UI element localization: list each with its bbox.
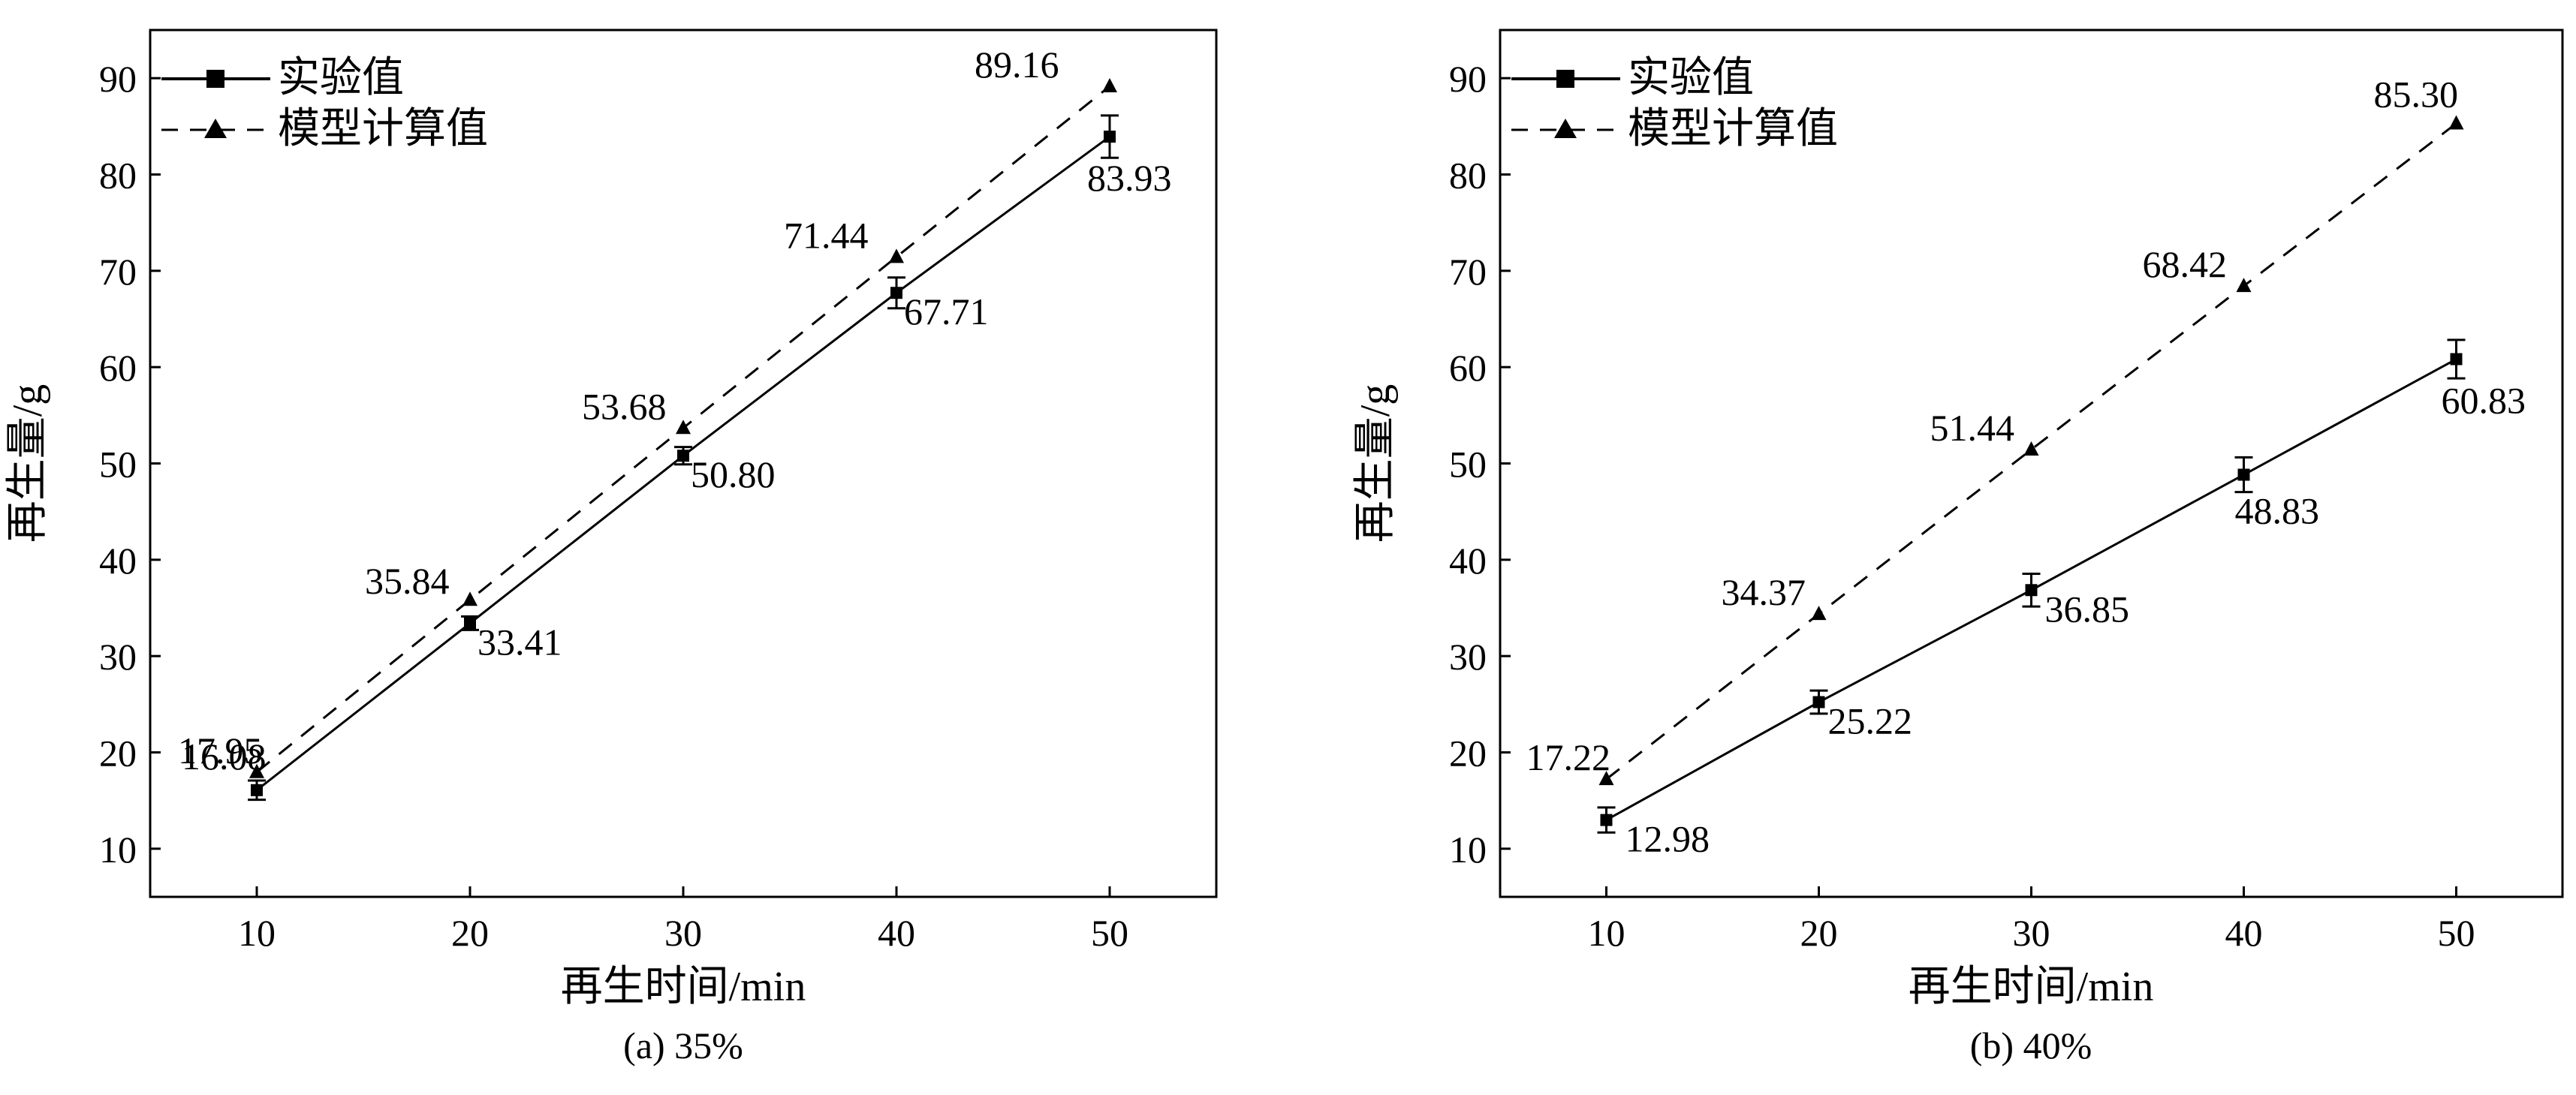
experimental-point [1600, 814, 1613, 826]
experimental-point [2450, 353, 2463, 366]
x-tick-label: 10 [238, 912, 276, 954]
experimental-point [1104, 131, 1116, 143]
y-tick-label: 40 [1449, 540, 1487, 582]
y-tick-label: 70 [99, 251, 137, 293]
model-data-label: 89.16 [975, 44, 1059, 86]
x-tick-label: 30 [664, 912, 702, 954]
y-tick-label: 50 [1449, 444, 1487, 486]
experimental-data-label: 33.41 [478, 621, 562, 663]
y-tick-label: 80 [1449, 155, 1487, 197]
experimental-data-label: 48.83 [2235, 490, 2320, 532]
legend-marker-square [1556, 70, 1574, 88]
y-tick-label: 90 [1449, 58, 1487, 100]
legend-marker-square [206, 70, 224, 88]
y-tick-label: 20 [1449, 733, 1487, 775]
model-series-line [1605, 122, 2457, 781]
x-tick-label: 50 [2438, 912, 2475, 954]
x-tick-label: 10 [1588, 912, 1625, 954]
chart-panel-b: 10 20 30 40 50 60 70 80 90 10 20 30 40 50 再生时间/min (b… [1352, 29, 2564, 1066]
x-axis-label: 再生时间/min [561, 964, 806, 1010]
model-data-label: 17.22 [1526, 736, 1611, 778]
experimental-point [2237, 468, 2250, 481]
experimental-data-label: 67.71 [904, 290, 989, 332]
y-tick-label: 10 [99, 829, 137, 871]
plot-frame [1499, 29, 2564, 898]
chart-panel-a: 10 20 30 40 50 60 70 80 90 10 20 30 40 50 再生时间/min (a… [5, 29, 1218, 1066]
y-tick-label: 80 [99, 155, 137, 197]
chart-caption: (a) 35% [623, 1024, 743, 1066]
legend-marker-triangle [204, 119, 227, 138]
model-data-label: 85.30 [2374, 73, 2459, 115]
axis-layer: 10 20 30 40 50 60 70 80 90 10 20 30 40 50 [1449, 58, 2475, 954]
experimental-data-label: 25.22 [1828, 700, 1913, 742]
legend: 实验值 模型计算值 [1511, 55, 1838, 152]
model-data-label: 68.42 [2143, 243, 2228, 285]
x-tick-label: 20 [451, 912, 489, 954]
y-axis-label: 再生量/g [1352, 384, 1399, 543]
model-point [2448, 115, 2464, 130]
y-tick-label: 50 [99, 444, 137, 486]
x-tick-label: 20 [1800, 912, 1838, 954]
experimental-data-label: 60.83 [2442, 380, 2526, 422]
model-data-label: 51.44 [1930, 407, 2015, 449]
y-tick-label: 20 [99, 733, 137, 775]
x-axis-label: 再生时间/min [1909, 964, 2154, 1010]
legend-label-experimental: 实验值 [278, 55, 404, 101]
y-tick-label: 30 [1449, 636, 1487, 678]
y-tick-label: 90 [99, 58, 137, 100]
legend-marker-triangle [1554, 119, 1577, 138]
experimental-point [464, 617, 476, 630]
model-point [462, 591, 478, 606]
y-tick-label: 40 [99, 540, 137, 582]
model-point [1811, 606, 1827, 621]
x-tick-label: 50 [1091, 912, 1128, 954]
experimental-data-label: 16.08 [182, 736, 267, 778]
series-layer: 17.95 35.84 53.68 71.44 89.16 16.08 33.41 50.80… [178, 44, 1172, 802]
model-data-label: 35.84 [365, 560, 450, 602]
model-data-label: 71.44 [784, 214, 869, 256]
y-tick-label: 70 [1449, 251, 1487, 293]
model-point [889, 248, 904, 263]
legend-label-model: 模型计算值 [1628, 106, 1838, 152]
experimental-point [677, 450, 689, 462]
experimental-point [2025, 584, 2038, 597]
model-point [1598, 771, 1614, 786]
model-data-label: 53.68 [582, 385, 667, 427]
x-tick-label: 30 [2013, 912, 2050, 954]
experimental-data-label: 36.85 [2045, 588, 2130, 630]
model-point [249, 763, 264, 778]
model-point [676, 420, 691, 435]
y-tick-label: 30 [99, 636, 137, 678]
model-data-label: 17.95 [178, 729, 263, 772]
y-axis-label: 再生量/g [5, 384, 51, 543]
x-tick-label: 40 [2225, 912, 2263, 954]
experimental-data-label: 83.93 [1087, 157, 1172, 199]
model-point [2236, 278, 2252, 293]
model-point [1102, 77, 1117, 92]
experimental-point [890, 287, 902, 299]
y-tick-label: 60 [99, 347, 137, 389]
legend-label-model: 模型计算值 [278, 106, 488, 152]
y-tick-label: 60 [1449, 347, 1487, 389]
experimental-point [1812, 696, 1825, 708]
y-tick-label: 10 [1449, 829, 1487, 871]
axis-layer: 10 20 30 40 50 60 70 80 90 10 20 30 40 50 [99, 58, 1128, 954]
legend: 实验值 模型计算值 [161, 55, 488, 152]
model-data-label: 34.37 [1722, 571, 1806, 613]
x-tick-label: 40 [878, 912, 915, 954]
legend-label-experimental: 实验值 [1628, 55, 1754, 101]
experimental-point [251, 784, 263, 796]
chart-caption: (b) 40% [1970, 1024, 2092, 1066]
series-layer: 17.22 34.37 51.44 68.42 85.30 12.98 25.22 36.85… [1526, 73, 2526, 859]
model-point [2023, 441, 2039, 456]
experimental-data-label: 50.80 [691, 453, 776, 495]
experimental-data-label: 12.98 [1625, 818, 1710, 860]
